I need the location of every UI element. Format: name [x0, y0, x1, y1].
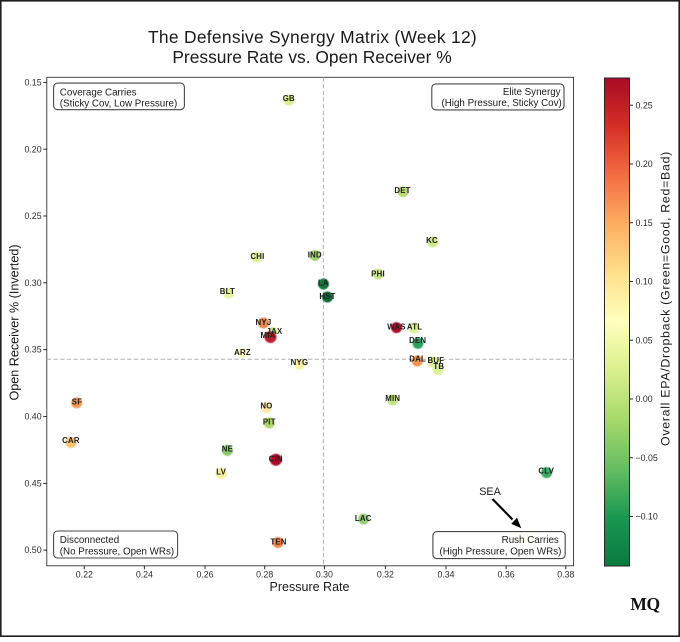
svg-text:Coverage Carries: Coverage Carries [60, 87, 137, 98]
svg-text:HST: HST [319, 292, 335, 301]
svg-text:0.30: 0.30 [24, 278, 41, 288]
svg-text:JAX: JAX [267, 327, 283, 336]
svg-text:NYJ: NYJ [256, 318, 272, 327]
svg-text:−0.10: −0.10 [636, 512, 658, 522]
svg-text:Rush Carries: Rush Carries [502, 535, 559, 546]
svg-text:0.28: 0.28 [256, 570, 273, 580]
svg-text:BUF: BUF [428, 356, 445, 365]
svg-text:DEN: DEN [409, 336, 426, 345]
svg-text:LV: LV [216, 468, 226, 477]
svg-text:BLT: BLT [220, 287, 235, 296]
svg-text:MIN: MIN [385, 394, 400, 403]
svg-text:0.45: 0.45 [24, 479, 41, 489]
svg-text:NYG: NYG [291, 358, 309, 367]
svg-text:(High Pressure, Open WRs): (High Pressure, Open WRs) [439, 547, 561, 558]
svg-text:ATL: ATL [407, 323, 422, 332]
svg-text:GB: GB [283, 94, 295, 103]
svg-text:Disconnected: Disconnected [60, 535, 119, 546]
svg-text:0.15: 0.15 [24, 78, 41, 88]
svg-text:MIA: MIA [260, 331, 275, 340]
svg-text:Pressure Rate vs. Open Receive: Pressure Rate vs. Open Receiver % [172, 47, 451, 67]
svg-text:(Sticky Cov, Low Pressure): (Sticky Cov, Low Pressure) [60, 99, 177, 110]
svg-text:(No Pressure, Open WRs): (No Pressure, Open WRs) [60, 547, 174, 558]
svg-text:0.26: 0.26 [196, 570, 213, 580]
svg-text:0.00: 0.00 [636, 394, 653, 404]
svg-text:LAC: LAC [355, 514, 372, 523]
svg-text:CLV: CLV [538, 466, 554, 475]
svg-text:0.25: 0.25 [24, 211, 41, 221]
svg-text:0.10: 0.10 [636, 277, 653, 287]
svg-text:CIN: CIN [269, 454, 283, 463]
svg-text:TB: TB [433, 362, 444, 371]
svg-text:CHI: CHI [250, 252, 264, 261]
svg-text:PHI: PHI [371, 269, 385, 278]
svg-text:0.50: 0.50 [24, 545, 41, 555]
svg-text:Pressure Rate: Pressure Rate [270, 580, 350, 594]
svg-text:0.22: 0.22 [76, 570, 93, 580]
svg-text:−0.05: −0.05 [636, 453, 658, 463]
svg-text:0.40: 0.40 [24, 412, 41, 422]
svg-text:PIT: PIT [263, 418, 276, 427]
svg-text:SF: SF [72, 398, 82, 407]
svg-text:KC: KC [426, 236, 438, 245]
svg-text:0.20: 0.20 [24, 144, 41, 154]
svg-text:0.36: 0.36 [498, 570, 515, 580]
svg-text:DAL: DAL [409, 355, 426, 364]
svg-text:0.30: 0.30 [316, 570, 333, 580]
svg-text:Overall EPA/Dropback (Green=Go: Overall EPA/Dropback (Green=Good, Red=Ba… [659, 151, 673, 446]
svg-text:SEA: SEA [479, 486, 501, 498]
svg-text:0.25: 0.25 [636, 100, 653, 110]
svg-text:0.38: 0.38 [557, 570, 574, 580]
svg-text:0.32: 0.32 [377, 570, 394, 580]
svg-text:NE: NE [222, 445, 233, 454]
svg-text:CAR: CAR [62, 436, 80, 445]
svg-text:IND: IND [308, 251, 322, 260]
svg-text:0.35: 0.35 [24, 345, 41, 355]
svg-text:0.05: 0.05 [636, 335, 653, 345]
svg-text:TEN: TEN [270, 537, 286, 546]
svg-text:NO: NO [260, 402, 272, 411]
svg-text:0.24: 0.24 [136, 570, 153, 580]
svg-text:The Defensive Synergy Matrix (: The Defensive Synergy Matrix (Week 12) [148, 27, 477, 47]
svg-text:DET: DET [394, 186, 410, 195]
svg-text:0.15: 0.15 [636, 218, 653, 228]
svg-text:(High Pressure, Sticky Cov): (High Pressure, Sticky Cov) [441, 98, 561, 109]
svg-text:Open Receiver % (Inverted): Open Receiver % (Inverted) [8, 244, 22, 400]
svg-text:WAS: WAS [387, 322, 406, 331]
svg-text:ARZ: ARZ [234, 348, 251, 357]
svg-text:LA: LA [318, 279, 329, 288]
svg-text:Elite Synergy: Elite Synergy [503, 87, 561, 98]
svg-text:MQ: MQ [630, 594, 659, 614]
svg-text:0.34: 0.34 [437, 570, 454, 580]
svg-text:0.20: 0.20 [636, 159, 653, 169]
